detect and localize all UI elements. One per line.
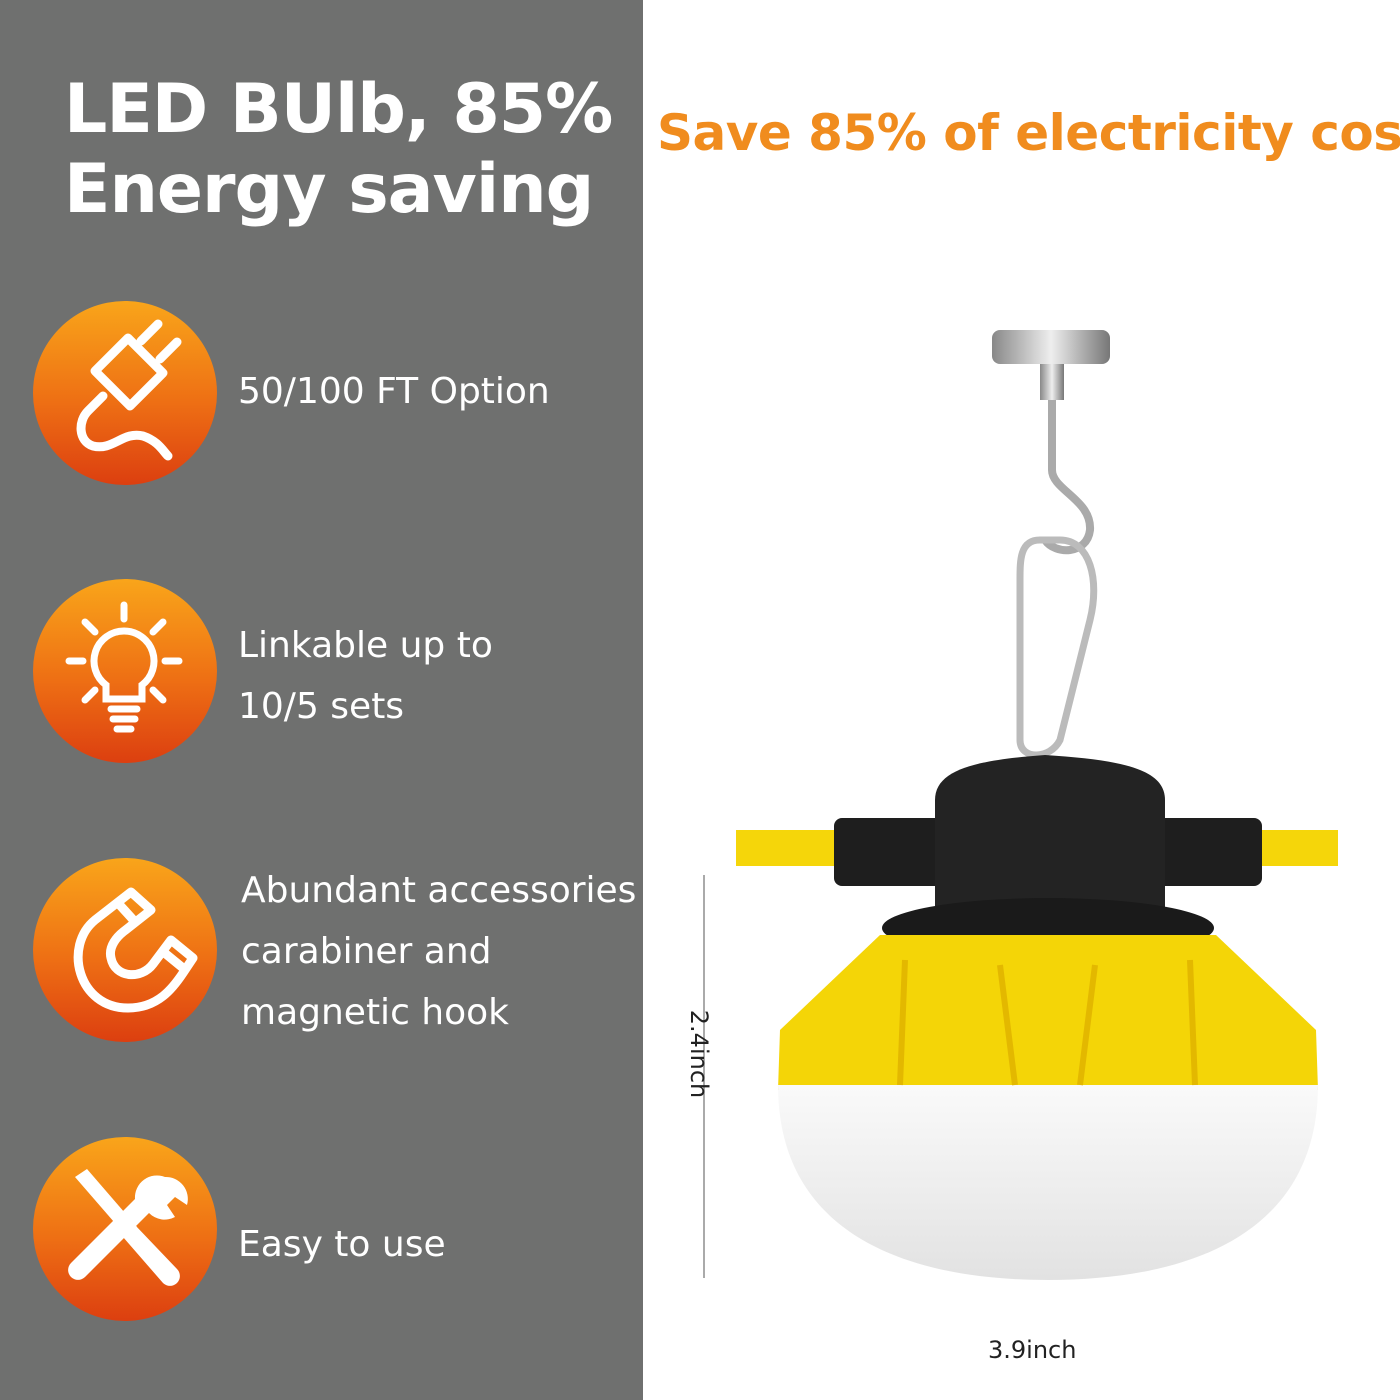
lamp-body — [778, 935, 1318, 1280]
width-dimension: 3.9inch — [988, 1336, 1077, 1364]
feature-text: Easy to use — [238, 1224, 446, 1265]
headline-line2: Energy saving — [64, 150, 594, 229]
tools-icon — [33, 1137, 217, 1321]
work-light-product-image — [703, 330, 1338, 1280]
feature-easy: Easy to use — [33, 1137, 633, 1321]
dimension-lines — [703, 875, 705, 1278]
carabiner — [1016, 536, 1098, 759]
lamp-mount — [834, 755, 1262, 958]
magnetic-hook — [992, 330, 1110, 555]
feature-panel: LED BUlb, 85% Energy saving 50/100 FT Op… — [0, 0, 643, 1400]
magnet-icon — [33, 858, 217, 1042]
plug-icon — [33, 301, 217, 485]
height-dimension: 2.4inch — [685, 1009, 714, 1099]
feature-text: Abundant accessories carabiner and magne… — [241, 870, 637, 1033]
headline: LED BUlb, 85% Energy saving — [64, 70, 613, 230]
lightbulb-icon — [33, 579, 217, 763]
feature-accessories: Abundant accessories carabiner and magne… — [33, 858, 637, 1042]
headline-line1: LED BUlb, 85% — [64, 70, 613, 149]
feature-text: Linkable up to 10/5 sets — [238, 625, 493, 727]
savings-title: Save 85% of electricity cost — [657, 104, 1400, 162]
feature-linkable: Linkable up to 10/5 sets — [33, 579, 633, 763]
feature-text: 50/100 FT Option — [238, 371, 550, 412]
feature-length: 50/100 FT Option — [33, 301, 633, 485]
